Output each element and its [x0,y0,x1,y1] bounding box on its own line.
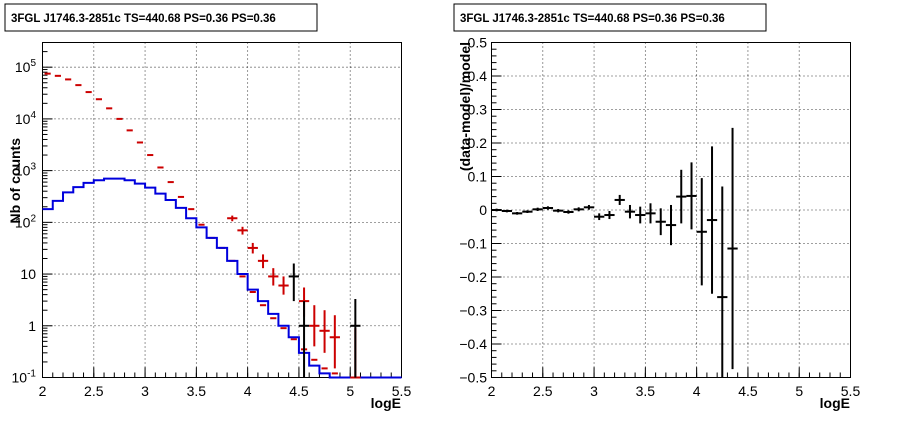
residuals-title-box: 3FGL J1746.3-2851c TS=440.68 PS=0.36 PS=… [453,3,767,32]
counts-model-step-line [42,177,402,379]
residuals-x-tick-label: 2 [488,383,496,399]
residuals-title: 3FGL J1746.3-2851c TS=440.68 PS=0.36 PS=… [460,13,725,25]
counts-axis-ticks [42,51,402,378]
residuals-y-tick-label: 0 [479,202,487,218]
residuals-x-tick-label: 4 [693,383,701,399]
counts-x-tick-label: 2 [39,383,47,399]
counts-x-tick-label: 2.5 [84,383,104,399]
counts-panel-background [0,0,449,421]
counts-x-tick-label: 5.5 [392,383,412,399]
counts-title: 3FGL J1746.3-2851c TS=440.68 PS=0.36 PS=… [11,13,276,25]
counts-title-frame [4,3,318,32]
residuals-y-tick-label: 0.5 [468,35,488,51]
residuals-y-tick-labels: −0.5 −0.4 −0.3 −0.2 −0.1 0 0.1 0.2 0.3 0.4 0.5 [459,35,487,386]
residuals-series [491,127,738,378]
residuals-y-tick-label: −0.4 [459,336,487,352]
counts-series [42,72,402,379]
counts-x-tick-labels: 2 2.5 3 3.5 4 4.5 5 5.5 [39,383,412,399]
residuals-x-tick-label: 3 [590,383,598,399]
counts-x-tick-label: 5 [346,383,354,399]
residuals-y-tick-label: −0.1 [459,236,487,252]
counts-x-tick-label: 3 [141,383,149,399]
residuals-y-tick-label: 0.1 [468,169,488,185]
residuals-panel: 3FGL J1746.3-2851c TS=440.68 PS=0.36 PS=… [453,3,861,411]
counts-y-tick-label: 1 [28,318,36,334]
residuals-y-tick-label: −0.5 [459,370,487,386]
residuals-x-tick-label: 5.5 [841,383,861,399]
counts-x-axis-label: logE [371,395,401,411]
residuals-x-tick-label: 2.5 [533,383,553,399]
counts-title-box: 3FGL J1746.3-2851c TS=440.68 PS=0.36 PS=… [4,3,318,32]
counts-x-tick-label: 4.5 [289,383,309,399]
residuals-y-tick-label: −0.3 [459,303,487,319]
residuals-x-axis-label: logE [820,395,850,411]
residuals-y-tick-label: 0.3 [468,102,488,118]
counts-y-axis-label: Nb of counts [7,138,23,224]
residuals-x-tick-label: 3.5 [636,383,656,399]
residuals-y-tick-label: 0.2 [468,135,488,151]
counts-y-tick-label: 10 [20,266,36,282]
residuals-y-tick-label: −0.2 [459,269,487,285]
residuals-x-tick-labels: 2 2.5 3 3.5 4 4.5 5 5.5 [488,383,861,399]
residuals-y-axis-label: (data-model)/model [457,42,473,171]
residuals-x-tick-label: 5 [795,383,803,399]
residuals-y-tick-label: 0.4 [468,68,488,84]
counts-panel: 3FGL J1746.3-2851c TS=440.68 PS=0.36 PS=… [0,0,449,421]
counts-x-tick-label: 4 [244,383,252,399]
residuals-axis-ticks [491,42,851,378]
counts-x-tick-label: 3.5 [187,383,207,399]
residuals-x-tick-label: 4.5 [738,383,758,399]
residuals-title-frame [453,3,767,32]
